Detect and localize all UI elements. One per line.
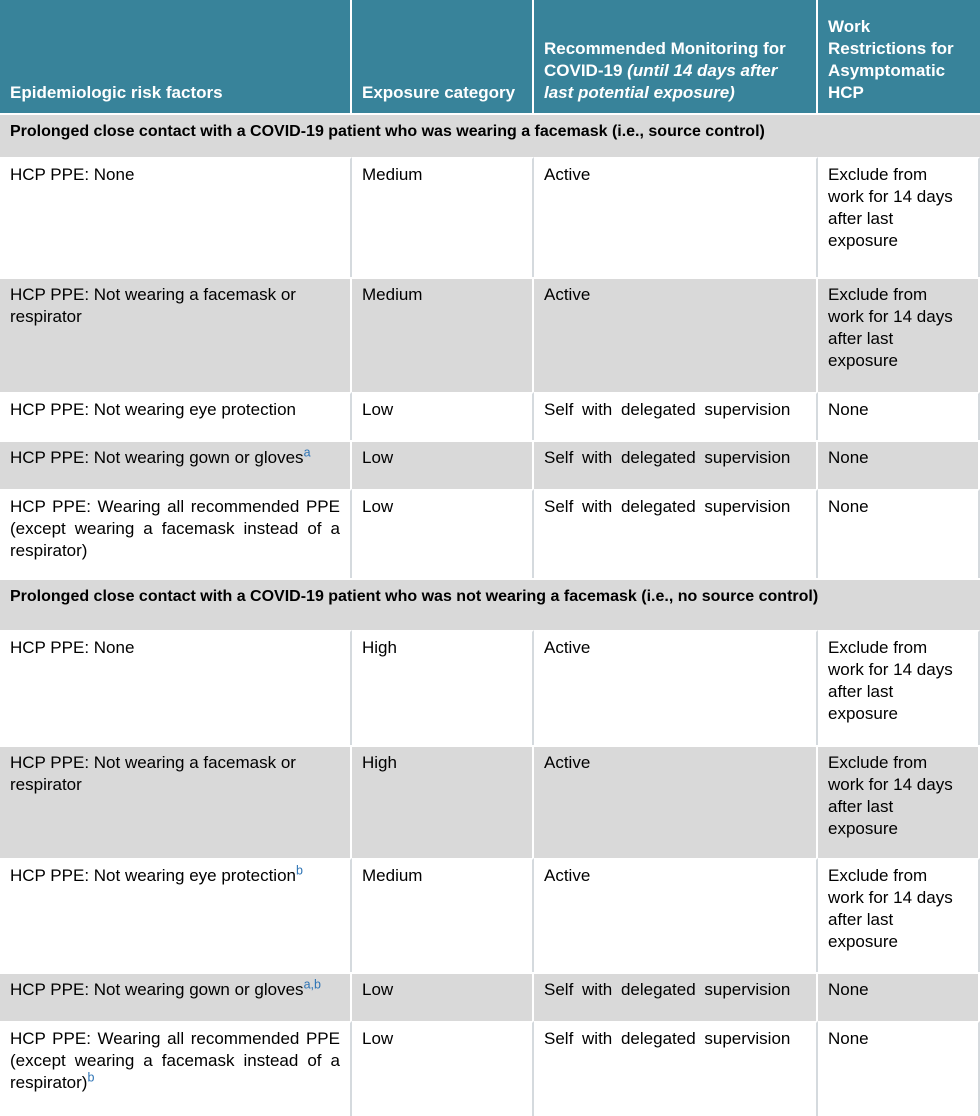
exposure-cell: Medium	[352, 858, 534, 972]
restrictions-cell: Exclude from work for 14 days after last…	[818, 745, 980, 858]
restrictions-cell: None	[818, 1021, 980, 1116]
risk-cell: HCP PPE: None	[0, 630, 352, 745]
table-row: HCP PPE: Not wearing eye protectionb Med…	[0, 858, 980, 972]
risk-cell: HCP PPE: Not wearing eye protection	[0, 392, 352, 440]
table-row: HCP PPE: Not wearing gown or glovesa Low…	[0, 440, 980, 489]
footnote-sup: b	[87, 1070, 95, 1085]
monitoring-cell: Active	[534, 157, 818, 277]
risk-text: HCP PPE: Wearing all recommended PPE (ex…	[10, 497, 340, 560]
risk-text: HCP PPE: Not wearing a facemask or respi…	[10, 285, 296, 326]
restrictions-cell: Exclude from work for 14 days after last…	[818, 157, 980, 277]
exposure-cell: Medium	[352, 157, 534, 277]
restrictions-cell: None	[818, 440, 980, 489]
monitoring-cell: Active	[534, 630, 818, 745]
risk-cell: HCP PPE: Not wearing a facemask or respi…	[0, 277, 352, 392]
table-row: HCP PPE: Not wearing a facemask or respi…	[0, 745, 980, 858]
exposure-cell: Low	[352, 1021, 534, 1116]
exposure-cell: Low	[352, 489, 534, 578]
risk-text: HCP PPE: Wearing all recommended PPE (ex…	[10, 1029, 340, 1092]
section-header-no-source-control: Prolonged close contact with a COVID-19 …	[0, 578, 980, 630]
footnote-sup: a	[303, 445, 311, 460]
section-header-source-control: Prolonged close contact with a COVID-19 …	[0, 113, 980, 157]
section-header-label: Prolonged close contact with a COVID-19 …	[0, 578, 980, 630]
table-row: HCP PPE: None High Active Exclude from w…	[0, 630, 980, 745]
restrictions-cell: None	[818, 489, 980, 578]
monitoring-cell: Self with delegated supervision	[534, 489, 818, 578]
restrictions-cell: None	[818, 392, 980, 440]
exposure-cell: Low	[352, 972, 534, 1021]
footnote-sup: a,b	[303, 977, 321, 992]
exposure-cell: High	[352, 745, 534, 858]
risk-cell: HCP PPE: Not wearing gown or glovesa,b	[0, 972, 352, 1021]
col-header-risk-factors: Epidemiologic risk factors	[0, 0, 352, 113]
restrictions-cell: Exclude from work for 14 days after last…	[818, 630, 980, 745]
col-header-monitoring: Recommended Monitoring for COVID-19 (unt…	[534, 0, 818, 113]
table-row: HCP PPE: Wearing all recommended PPE (ex…	[0, 1021, 980, 1116]
risk-cell: HCP PPE: Not wearing gown or glovesa	[0, 440, 352, 489]
monitoring-cell: Active	[534, 858, 818, 972]
risk-cell: HCP PPE: Not wearing eye protectionb	[0, 858, 352, 972]
table-row: HCP PPE: None Medium Active Exclude from…	[0, 157, 980, 277]
monitoring-cell: Self with delegated supervision	[534, 392, 818, 440]
table-row: HCP PPE: Wearing all recommended PPE (ex…	[0, 489, 980, 578]
risk-text: HCP PPE: None	[10, 638, 135, 657]
section-header-label: Prolonged close contact with a COVID-19 …	[0, 113, 980, 157]
table-row: HCP PPE: Not wearing gown or glovesa,b L…	[0, 972, 980, 1021]
monitoring-cell: Self with delegated supervision	[534, 1021, 818, 1116]
col-header-work-restrictions: Work Restrictions for Asymptomatic HCP	[818, 0, 980, 113]
risk-cell: HCP PPE: Wearing all recommended PPE (ex…	[0, 489, 352, 578]
exposure-cell: Medium	[352, 277, 534, 392]
restrictions-cell: None	[818, 972, 980, 1021]
col-header-exposure-category: Exposure category	[352, 0, 534, 113]
risk-cell: HCP PPE: None	[0, 157, 352, 277]
col-header-monitoring-italic: (until 14 days after last potential expo…	[544, 61, 778, 102]
table-header-row: Epidemiologic risk factors Exposure cate…	[0, 0, 980, 113]
risk-text: HCP PPE: Not wearing eye protection	[10, 866, 296, 885]
risk-text: HCP PPE: Not wearing eye protection	[10, 400, 296, 419]
monitoring-cell: Self with delegated supervision	[534, 440, 818, 489]
risk-text: HCP PPE: Not wearing a facemask or respi…	[10, 753, 296, 794]
restrictions-cell: Exclude from work for 14 days after last…	[818, 858, 980, 972]
monitoring-cell: Active	[534, 277, 818, 392]
table-row: HCP PPE: Not wearing a facemask or respi…	[0, 277, 980, 392]
risk-text: HCP PPE: Not wearing gown or gloves	[10, 448, 304, 467]
exposure-cell: Low	[352, 392, 534, 440]
restrictions-cell: Exclude from work for 14 days after last…	[818, 277, 980, 392]
risk-text: HCP PPE: Not wearing gown or gloves	[10, 980, 304, 999]
exposure-cell: High	[352, 630, 534, 745]
table-row: HCP PPE: Not wearing eye protection Low …	[0, 392, 980, 440]
risk-text: HCP PPE: None	[10, 165, 135, 184]
col-header-monitoring-main: Recommended Monitoring for COVID-19	[544, 39, 786, 80]
monitoring-cell: Active	[534, 745, 818, 858]
footnote-sup: b	[296, 863, 303, 878]
risk-cell: HCP PPE: Not wearing a facemask or respi…	[0, 745, 352, 858]
exposure-cell: Low	[352, 440, 534, 489]
monitoring-cell: Self with delegated supervision	[534, 972, 818, 1021]
risk-cell: HCP PPE: Wearing all recommended PPE (ex…	[0, 1021, 352, 1116]
